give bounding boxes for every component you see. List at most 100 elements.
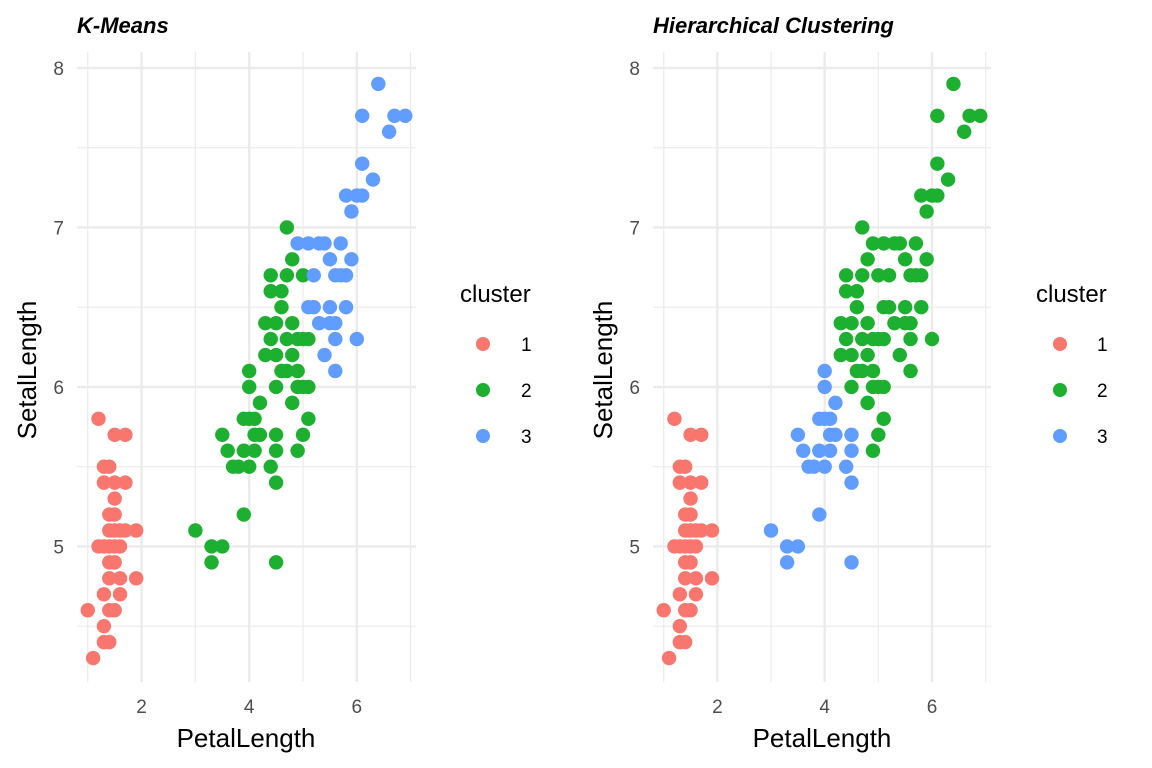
data-point-cluster-3 [338,299,354,315]
data-point-cluster-2 [215,427,230,442]
data-point-cluster-2 [914,188,929,203]
data-point-cluster-1 [672,587,688,602]
data-point-cluster-3 [354,156,370,171]
data-point-cluster-2 [220,443,235,458]
y-tick-label: 7 [629,218,640,239]
data-point-cluster-3 [354,188,370,203]
data-point-cluster-2 [301,379,316,395]
data-point-cluster-2 [897,299,913,315]
legend: cluster 1 2 3 [460,281,532,448]
data-point-cluster-1 [80,603,95,618]
data-point-cluster-2 [241,379,257,395]
data-point-cluster-2 [301,411,316,427]
data-point-cluster-3 [365,172,381,187]
data-point-cluster-2 [876,236,891,251]
legend-key-2 [1053,383,1067,397]
legend-title: cluster [1036,281,1107,308]
data-point-cluster-3 [828,395,843,411]
y-tick-label: 8 [629,59,640,80]
data-point-cluster-1 [96,618,112,634]
data-point-cluster-2 [855,268,870,283]
legend-label-2: 2 [521,381,532,402]
data-point-cluster-3 [311,236,327,251]
data-point-cluster-2 [279,268,295,283]
data-point-cluster-1 [107,491,122,506]
y-tick-label: 8 [53,59,64,80]
data-point-cluster-1 [688,539,704,554]
data-point-cluster-2 [956,124,972,139]
x-tick-label: 6 [927,697,938,718]
data-point-cluster-2 [919,204,934,219]
data-point-cluster-2 [241,363,257,379]
data-points [656,76,988,666]
data-point-cluster-2 [258,347,273,363]
data-point-cluster-1 [688,587,704,602]
data-point-cluster-2 [865,363,881,379]
data-point-cluster-1 [96,587,112,602]
x-tick-label: 4 [819,697,830,718]
data-point-cluster-1 [118,523,133,538]
data-point-cluster-1 [107,603,122,618]
data-point-cluster-3 [398,108,413,123]
hierarchical-panel: Hierarchical Clustering 2 4 6 5 6 7 8 PetalLe… [588,13,1108,753]
data-point-cluster-1 [683,507,698,522]
data-point-cluster-2 [268,443,284,458]
data-point-cluster-2 [290,363,305,379]
x-tick-label: 2 [136,697,147,718]
legend-key-3 [476,429,490,443]
data-point-cluster-2 [973,108,988,123]
data-point-cluster-1 [672,618,688,634]
x-tick-label: 4 [244,697,255,718]
data-point-cluster-3 [763,523,779,538]
data-point-cluster-2 [855,331,870,347]
legend-label-3: 3 [1097,427,1108,448]
data-point-cluster-1 [112,539,128,554]
data-point-cluster-3 [844,555,859,570]
data-point-cluster-3 [812,443,827,458]
data-point-cluster-2 [236,507,252,522]
data-point-cluster-2 [962,108,977,123]
data-point-cluster-3 [828,427,843,442]
data-point-cluster-3 [844,475,859,490]
legend-key-3 [1053,429,1067,443]
y-tick-labels: 5 6 7 8 [53,59,64,558]
data-point-cluster-1 [694,427,709,442]
data-point-cluster-3 [838,459,854,474]
kmeans-panel: K-Means 2 4 6 5 6 7 8 PetalLength SetalLength… [12,13,532,753]
data-point-cluster-2 [892,347,907,363]
data-point-cluster-1 [677,634,693,650]
data-point-cluster-2 [876,379,891,395]
data-point-cluster-3 [317,347,332,363]
x-tick-labels: 2 4 6 [712,697,937,718]
data-point-cluster-3 [790,539,806,554]
data-point-cluster-2 [897,252,913,267]
data-point-cluster-2 [838,331,854,347]
data-point-cluster-2 [838,268,854,283]
legend: cluster 1 2 3 [1036,281,1108,448]
data-point-cluster-2 [263,284,278,299]
data-point-cluster-3 [306,268,321,283]
data-point-cluster-2 [881,299,897,315]
data-point-cluster-2 [204,539,219,554]
data-point-cluster-3 [338,188,354,203]
data-point-cluster-1 [694,475,709,490]
data-point-cluster-2 [844,347,859,363]
data-point-cluster-2 [849,299,865,315]
data-point-cluster-2 [903,315,918,331]
data-point-cluster-3 [806,459,822,474]
y-tick-label: 5 [53,537,64,558]
x-axis-label: PetalLength [177,723,316,753]
panel-title: K-Means [77,13,169,38]
data-point-cluster-1 [661,650,677,666]
data-point-cluster-2 [268,475,284,490]
data-point-cluster-1 [85,650,101,666]
data-point-cluster-2 [908,236,924,251]
data-point-cluster-2 [919,252,934,267]
legend-key-1 [1053,337,1067,351]
data-point-cluster-3 [387,108,402,123]
data-point-cluster-2 [914,299,929,315]
legend-key-1 [476,337,490,351]
data-point-cluster-1 [677,571,693,586]
data-point-cluster-3 [790,427,806,442]
data-point-cluster-3 [344,204,359,219]
